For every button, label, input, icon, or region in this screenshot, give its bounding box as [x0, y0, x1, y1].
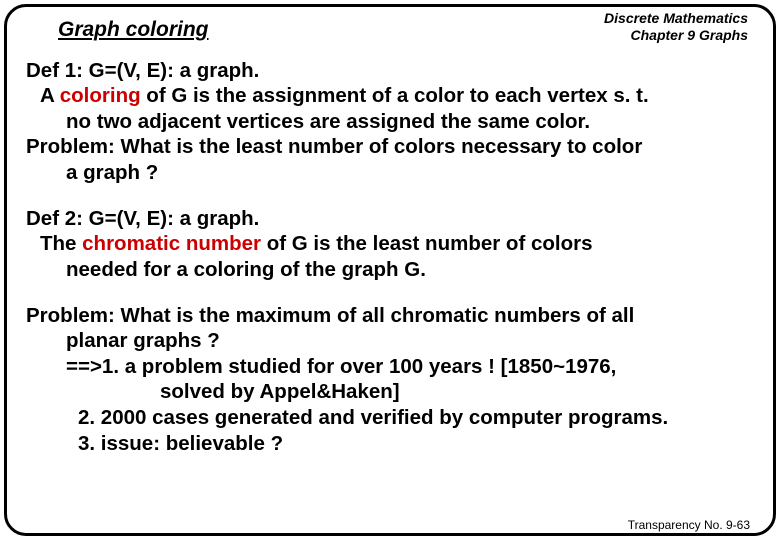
course-line1: Discrete Mathematics — [604, 10, 748, 27]
def1-line5: a graph ? — [26, 160, 754, 186]
def2-line2: The chromatic number of G is the least n… — [26, 231, 754, 257]
def1-line3: no two adjacent vertices are assigned th… — [26, 109, 754, 135]
def1-line4: Problem: What is the least number of col… — [26, 134, 754, 160]
def2-line2c: of G is the least number of colors — [261, 232, 592, 255]
def1-block: Def 1: G=(V, E): a graph. A coloring of … — [26, 58, 754, 186]
def2-line1: Def 2: G=(V, E): a graph. — [26, 206, 754, 232]
slide-title: Graph coloring — [58, 18, 209, 42]
def2-line3: needed for a coloring of the graph G. — [26, 257, 754, 283]
def1-line2a: A — [40, 84, 60, 107]
problem-line1: Problem: What is the maximum of all chro… — [26, 303, 754, 329]
def2-block: Def 2: G=(V, E): a graph. The chromatic … — [26, 206, 754, 283]
def1-line2: A coloring of G is the assignment of a c… — [26, 83, 754, 109]
problem-line2: planar graphs ? — [26, 328, 754, 354]
def2-line2a: The — [40, 232, 82, 255]
header-row: Graph coloring Discrete Mathematics Chap… — [26, 10, 754, 44]
problem-line3: ==>1. a problem studied for over 100 yea… — [26, 354, 754, 380]
course-line2: Chapter 9 Graphs — [604, 27, 748, 44]
problem-line6: 3. issue: believable ? — [26, 431, 754, 457]
course-info: Discrete Mathematics Chapter 9 Graphs — [604, 10, 748, 44]
problem-block: Problem: What is the maximum of all chro… — [26, 303, 754, 457]
def2-chromatic: chromatic number — [82, 232, 261, 255]
footer-text: Transparency No. 9-63 — [628, 518, 750, 532]
def1-coloring: coloring — [60, 84, 141, 107]
def1-line1: Def 1: G=(V, E): a graph. — [26, 58, 754, 84]
def1-line2c: of G is the assignment of a color to eac… — [141, 84, 649, 107]
problem-line5: 2. 2000 cases generated and verified by … — [26, 405, 754, 431]
problem-line4: solved by Appel&Haken] — [26, 379, 754, 405]
slide-content: Graph coloring Discrete Mathematics Chap… — [0, 0, 780, 540]
body: Def 1: G=(V, E): a graph. A coloring of … — [26, 58, 754, 457]
